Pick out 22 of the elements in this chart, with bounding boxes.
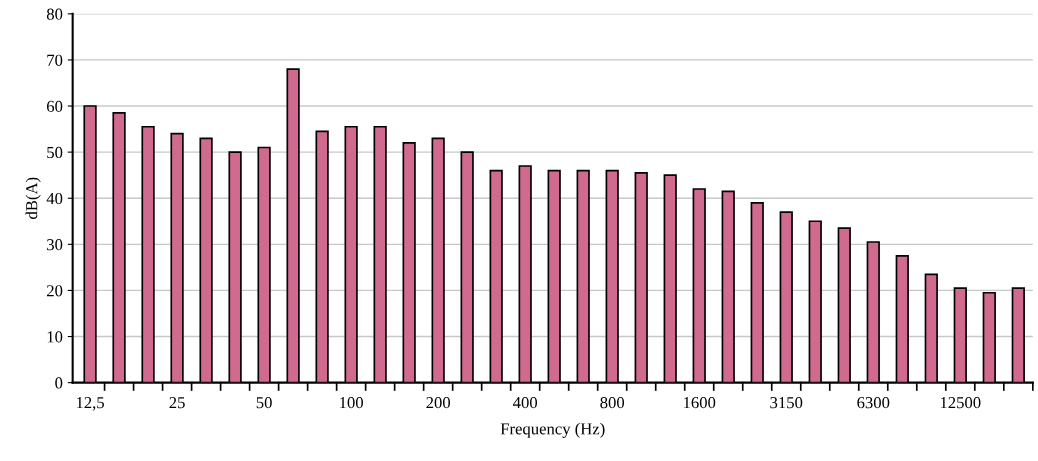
x-tick-label: 50 bbox=[256, 397, 272, 409]
x-tick-label: 100 bbox=[340, 397, 363, 409]
y-tick-label: 50 bbox=[47, 146, 63, 159]
x-axis-title: Frequency (Hz) bbox=[500, 422, 605, 438]
y-tick-label: 40 bbox=[46, 192, 63, 205]
y-tick-label: 80 bbox=[46, 8, 63, 20]
x-tick-label: 12,5 bbox=[76, 397, 104, 411]
x-tick-label: 400 bbox=[513, 397, 538, 409]
x-tick-label: 1600 bbox=[684, 397, 716, 409]
x-tick-label: 6300 bbox=[857, 397, 890, 409]
y-tick-label: 70 bbox=[47, 54, 63, 66]
y-tick-label: 60 bbox=[46, 100, 63, 112]
y-tick-label: 0 bbox=[55, 377, 63, 389]
y-tick-label: 20 bbox=[47, 285, 63, 297]
y-tick-label: 10 bbox=[47, 331, 63, 343]
x-tick-label: 25 bbox=[169, 397, 185, 409]
x-tick-label: 200 bbox=[426, 397, 451, 409]
x-tick-label: 800 bbox=[600, 397, 625, 409]
y-tick-label: 30 bbox=[47, 239, 63, 251]
x-tick-label: 3150 bbox=[770, 397, 803, 409]
x-tick-label: 12500 bbox=[940, 397, 981, 409]
y-axis-title: dB(A) bbox=[25, 177, 41, 219]
